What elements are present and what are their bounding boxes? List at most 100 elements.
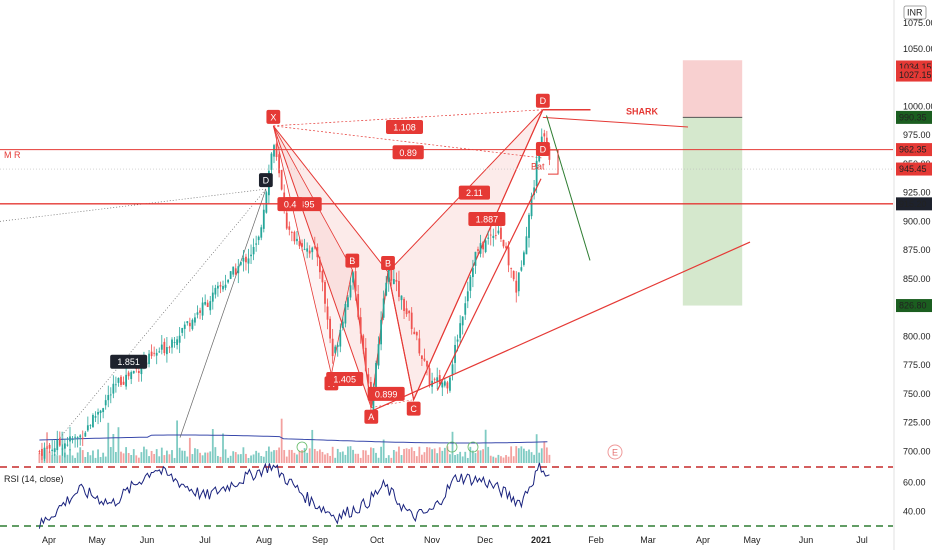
volume-bar [255,450,258,463]
ratio-label: 1.108 [386,119,423,134]
pattern-point-label-text: D [540,145,547,155]
volume-bar [94,457,97,463]
ratio-label-box [458,185,490,200]
volume-bar [428,447,431,463]
candle-body [219,285,222,287]
volume-bar [252,454,255,463]
volume-bar [250,455,252,463]
price-tick: 925.00 [903,188,931,198]
price-tag-box [896,68,932,82]
candle-body [474,251,477,266]
candle-body [222,286,224,290]
volume-bar [260,456,263,463]
price-tag-value: 915.20 [899,199,927,209]
volume-bar [219,456,222,463]
pattern-point-label: B [381,255,395,270]
rsi-label: RSI (14, close) [4,474,64,484]
pattern-point-label-box [258,173,273,188]
volume-bar [441,450,444,463]
volume-bar [58,455,61,463]
volume-bar [403,448,405,463]
volume-bar [415,456,418,463]
candle-body [53,448,56,453]
volume-bar [171,450,173,463]
candle-body [492,235,495,239]
candle-body [79,435,82,438]
volume-bar [319,449,321,463]
volume-bar [313,448,316,463]
candle-body [168,347,171,349]
time-axis[interactable]: Apr May Jun Jul Aug Sep Oct Nov Dec 2021 Feb Mar Apr… [42,535,868,545]
volume-bar [48,451,51,463]
price-tick: 900.00 [903,216,931,226]
candle-body [46,447,48,449]
ratio-label-text: 0.4 [284,200,297,210]
ratio-label: 0.89 [392,145,424,160]
candle-body [487,237,490,239]
volume-bar [148,456,150,463]
volume-bar [500,456,502,463]
candle-body [517,272,520,292]
candle-body [489,234,492,236]
volume-bar [102,452,105,463]
volume-bar [56,455,59,463]
candle-body [107,395,110,401]
volume-bar [127,452,130,463]
candle-body [410,312,413,329]
ratio-label: 1.887 [468,212,506,227]
candle-body [413,331,416,335]
ratio-label-box [277,197,303,212]
pattern-point-label-text: B [349,256,355,266]
candle-body [127,372,130,377]
candle-body [199,310,201,313]
candle-body [140,367,143,375]
candle-body [540,136,543,146]
volume-bar [285,456,288,463]
volume-bar [331,446,334,463]
time-tick: May [88,535,106,545]
volume-bar [262,456,265,463]
volume-bar [130,454,133,463]
rsi-tick: 60.00 [903,478,926,488]
candle-body [372,393,375,411]
price-axis[interactable]: 1050.001025.001000.00975.00950.00925.009… [893,0,932,550]
candle-body [423,358,426,361]
volume-bar [112,433,115,463]
bat-label: Bat [531,162,545,172]
volume-bar [477,450,479,463]
volume-bar [548,454,551,463]
dividend-marker [446,441,458,453]
time-tick: Jul [199,535,211,545]
price-tag-value: 1034.15 [899,62,932,72]
pattern-point-label-text: D [263,176,270,186]
pattern-point-label: B [345,253,360,268]
ratio-label: 0.899 [367,386,405,401]
candle-body [229,271,232,279]
candle-body [535,160,538,187]
candle-body [86,425,89,431]
candle-body [194,317,196,323]
time-tick: Jun [799,535,814,545]
candle-body [181,328,184,333]
volume-bar [387,455,390,463]
price-tag-value: 962.35 [899,145,927,155]
candle-body [247,258,250,264]
time-tick: Nov [424,535,441,545]
volume-bar [270,451,273,463]
candle-body [456,339,459,342]
volume-bar [265,450,268,463]
candle-body [510,268,513,269]
volume-bar [540,448,543,463]
price-tick: 875.00 [903,245,931,255]
price-tick: 725.00 [903,418,931,428]
candle-body [122,381,125,385]
price-tick: 800.00 [903,331,931,341]
candle-body [296,238,298,242]
volume-bar [176,420,178,463]
volume-bar [535,434,538,463]
candle-body [364,347,367,372]
volume-bar [53,453,56,463]
candle-body [341,321,344,329]
volume-bar [143,446,145,463]
